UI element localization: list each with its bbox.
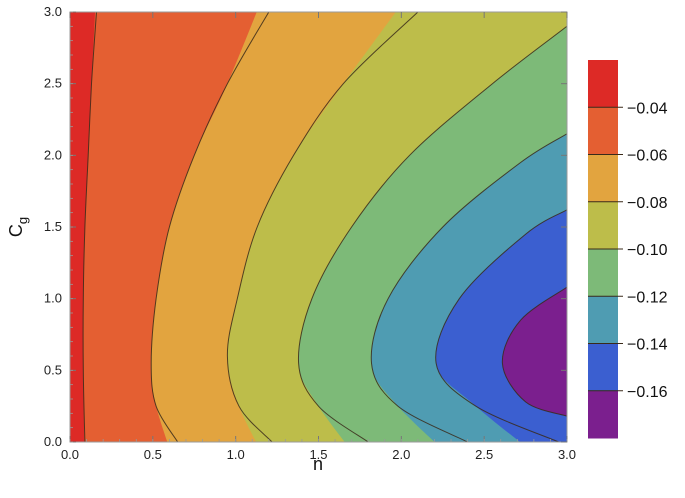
y-axis-title: Cg [6, 217, 30, 237]
contour-line-5 [435, 209, 567, 442]
colorbar-label: −0.16 [627, 384, 668, 401]
contour-line-1 [150, 12, 270, 442]
colorbar-label: −0.14 [627, 337, 668, 354]
x-tick-label: 2.5 [475, 447, 493, 462]
x-tick-label: 2.0 [392, 447, 410, 462]
x-axis-ticks: 0.0 0.5 1.0 1.5 2.0 2.5 3.0 [61, 12, 576, 462]
x-tick-label: 0.0 [61, 447, 79, 462]
y-tick-label: 0.5 [44, 362, 62, 377]
y-axis-title-subscript: g [15, 217, 30, 224]
colorbar-swatch [588, 343, 618, 392]
colorbar-label: −0.06 [627, 148, 668, 165]
y-axis-ticks: 0.0 0.5 1.0 1.5 2.0 2.5 3.0 [44, 4, 567, 449]
colorbar: −0.04 −0.06 −0.08 −0.10 −0.12 −0.14 −0.16 [588, 60, 668, 439]
y-tick-label: 1.5 [44, 219, 62, 234]
colorbar-label: −0.08 [627, 195, 668, 212]
colorbar-swatch [588, 201, 618, 250]
colorbar-label: −0.12 [627, 289, 668, 306]
y-tick-label: 3.0 [44, 4, 62, 19]
plot-area [70, 12, 567, 442]
colorbar-label: −0.04 [627, 100, 668, 117]
contour-line-6 [501, 286, 567, 417]
contour-line-0 [82, 12, 97, 442]
y-tick-label: 1.0 [44, 291, 62, 306]
y-tick-label: 2.5 [44, 76, 62, 91]
colorbar-swatch [588, 390, 618, 439]
contour-line-4 [370, 133, 567, 442]
colorbar-label: −0.10 [627, 242, 668, 259]
colorbar-swatch [588, 249, 618, 297]
colorbar-swatch [588, 60, 618, 108]
x-tick-label: 1.5 [309, 447, 327, 462]
x-tick-label: 3.0 [558, 447, 576, 462]
x-tick-label: 0.5 [144, 447, 162, 462]
y-tick-label: 0.0 [44, 434, 62, 449]
colorbar-swatch [588, 296, 618, 344]
contour-line-2 [226, 12, 419, 442]
colorbar-swatch [588, 107, 618, 155]
x-axis-title: n [313, 454, 323, 474]
contour-line-3 [297, 25, 567, 442]
y-tick-label: 2.0 [44, 147, 62, 162]
x-tick-label: 1.0 [227, 447, 245, 462]
contour-band-7 [502, 287, 567, 417]
colorbar-swatch [588, 154, 618, 203]
y-axis-title-main: C [6, 224, 26, 237]
